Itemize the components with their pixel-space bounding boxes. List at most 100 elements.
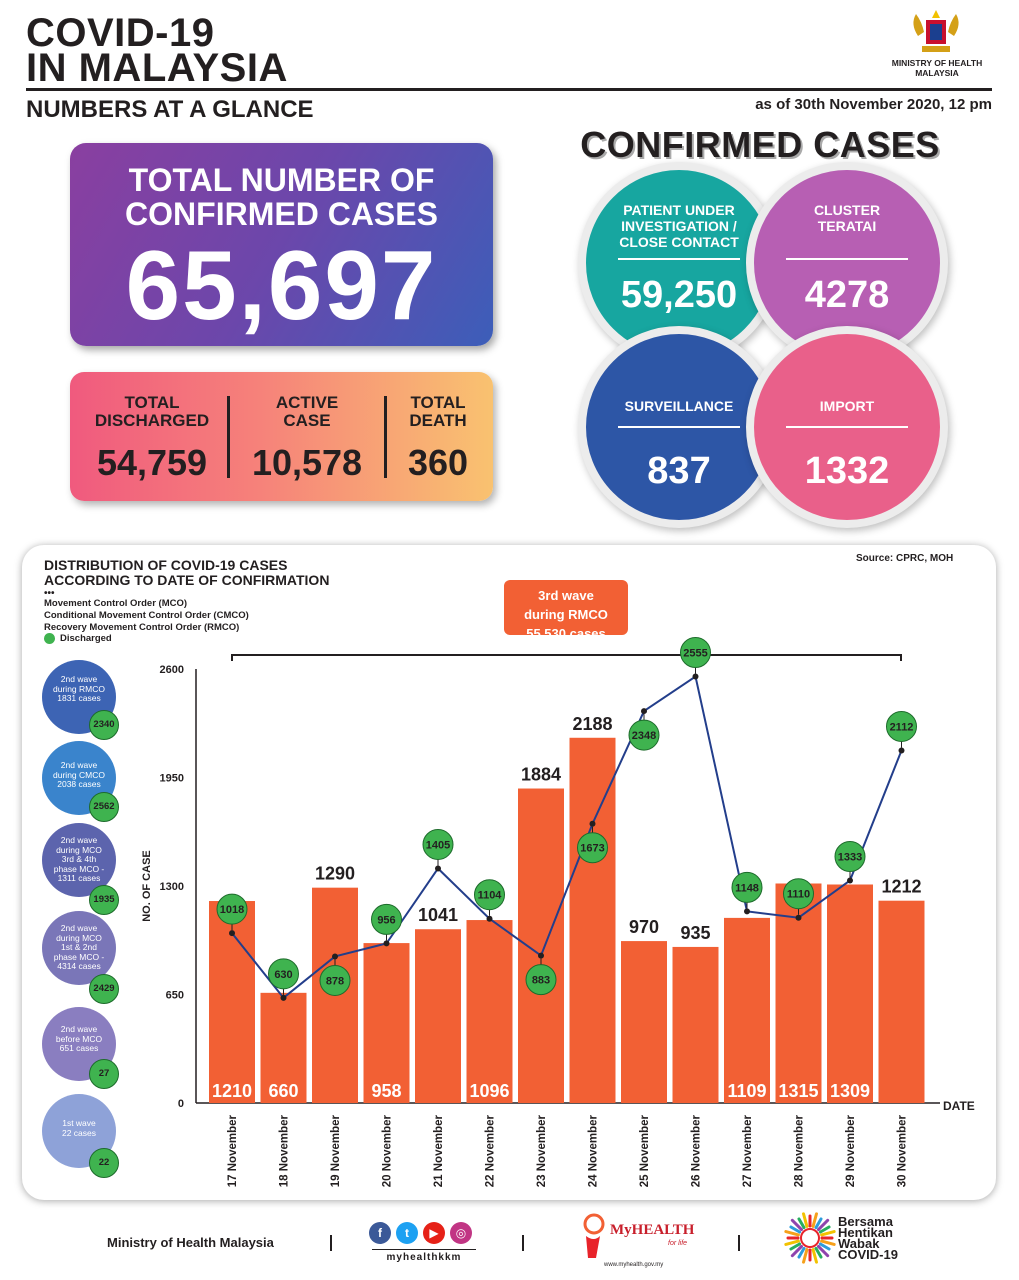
as-of-date: as of 30th November 2020, 12 pm	[755, 96, 992, 113]
discharged-marker	[886, 710, 917, 742]
x-tick-label: 21 November	[433, 1114, 445, 1187]
bar-value-label: 1041	[418, 905, 458, 925]
x-tick-label: 26 November	[691, 1114, 703, 1187]
sunburst-ray	[820, 1230, 836, 1237]
bubble-label-line2: TERATAI	[817, 218, 877, 234]
wave-circle-text: 2nd wave during RMCO 1831 cases	[46, 674, 112, 704]
wave-box-line1: 3rd wave	[538, 588, 594, 603]
discharged-line-group	[231, 674, 903, 1000]
bubble-label-line2: INVESTIGATION /	[621, 218, 737, 234]
sunburst-ray	[790, 1218, 804, 1232]
discharged-markers-group: 1018 630 878 956 1405 1104 883 1673 2348 2555 1148…	[216, 637, 917, 1001]
stat-discharged-label: TOTAL DISCHARGED	[78, 394, 226, 430]
twitter-icon[interactable]: t	[396, 1222, 418, 1244]
footer-divider	[330, 1235, 332, 1251]
discharged-point	[435, 865, 441, 872]
sunburst-ray	[811, 1248, 818, 1264]
stat-discharged-value: 54,759	[96, 442, 208, 483]
total-confirmed-card: TOTAL NUMBER OF CONFIRMED CASES 65,697	[70, 143, 493, 346]
bubble-label: PATIENT UNDER INVESTIGATION / CLOSE CONT…	[600, 202, 758, 250]
legend-cmco: Conditional Movement Control Order (CMCO…	[44, 610, 249, 621]
instagram-icon[interactable]: ◎	[450, 1222, 472, 1244]
wave-box-line2: during RMCO	[524, 607, 608, 622]
sunburst-ray	[802, 1248, 809, 1264]
sunburst-ray	[814, 1217, 823, 1230]
discharged-point	[486, 915, 493, 922]
bar	[827, 884, 873, 1103]
bar	[724, 917, 770, 1103]
chart-title-line2: ACCORDING TO DATE OF CONFIRMATION	[44, 572, 330, 588]
stat-divider	[227, 396, 230, 478]
sunburst-ray	[789, 1225, 802, 1234]
wave-line: 2nd wave	[60, 923, 98, 933]
bar	[621, 941, 667, 1103]
campaign-line4: COVID-19	[838, 1247, 898, 1262]
ministry-line2: MALAYSIA	[915, 68, 959, 78]
wave-line: phase MCO -	[53, 951, 105, 962]
bar-value-label: 1210	[212, 1081, 252, 1101]
wave-line: 1st wave	[62, 1118, 96, 1128]
ministry-line1: MINISTRY OF HEALTH	[891, 58, 983, 68]
total-confirmed-value: 65,697	[125, 230, 438, 340]
wave-line: 2nd wave	[60, 674, 98, 684]
sunburst-ray	[820, 1239, 836, 1246]
discharged-value-label: 956	[377, 914, 395, 926]
social-handle: myhealthkkm	[372, 1249, 476, 1263]
bar	[363, 943, 410, 1103]
bar	[415, 929, 461, 1103]
wave-line: 3rd & 4th	[61, 854, 97, 864]
discharged-marker	[422, 828, 454, 860]
stat-death-label: TOTAL DEATH	[388, 394, 488, 430]
x-tick-label: 28 November	[794, 1114, 806, 1187]
discharged-marker	[783, 878, 814, 910]
wave-discharged-badge: 2340	[89, 710, 119, 740]
wave-discharged-badge: 2562	[89, 792, 119, 822]
wave-discharged-badge: 1935	[89, 885, 119, 915]
discharged-marker	[731, 871, 763, 903]
chart-title-line1: DISTRIBUTION OF COVID-19 CASES	[44, 557, 288, 573]
bubble-value: 837	[647, 450, 711, 492]
legend-discharged: Discharged	[60, 633, 112, 644]
stat-label-line2: CASE	[283, 411, 331, 430]
campaign-sunburst-icon	[784, 1212, 836, 1264]
stat-divider	[384, 396, 387, 478]
bar-value-label: 1096	[469, 1081, 509, 1101]
bar-value-label: 958	[371, 1081, 401, 1101]
facebook-icon[interactable]: f	[369, 1222, 391, 1244]
sunburst-ray	[797, 1246, 806, 1259]
discharged-marker	[474, 879, 505, 911]
header-rule	[26, 88, 992, 91]
wave-line: during RMCO	[53, 683, 105, 694]
wave-circle-text: 1st wave 22 cases	[46, 1118, 112, 1138]
bar-value-label: 660	[268, 1081, 298, 1101]
stat-label-line2: DEATH	[409, 411, 467, 430]
campaign-line3: Wabak	[838, 1236, 880, 1251]
sunburst-ray	[811, 1212, 818, 1228]
bubble-divider	[618, 258, 740, 260]
wave-line: 651 cases	[59, 1043, 99, 1053]
sunburst-ray	[784, 1230, 800, 1237]
discharged-marker	[680, 637, 711, 669]
x-tick-label: 27 November	[742, 1114, 754, 1187]
youtube-icon[interactable]: ▶	[423, 1222, 445, 1244]
wave-line: during CMCO	[53, 769, 105, 780]
bubble-label: CLUSTER TERATAI	[768, 202, 926, 234]
footer-divider	[522, 1235, 524, 1251]
campaign-line1: Bersama	[838, 1214, 893, 1229]
discharged-value-label: 1405	[426, 839, 450, 851]
y-tick-label: 1300	[160, 881, 184, 893]
stat-label-line2: DISCHARGED	[94, 411, 210, 430]
discharged-marker	[319, 964, 351, 996]
discharged-marker	[525, 964, 557, 996]
sunburst-ray	[784, 1239, 800, 1246]
total-label-line2: CONFIRMED CASES	[125, 196, 438, 232]
discharged-marker	[628, 719, 660, 751]
discharged-value-label: 1333	[838, 851, 862, 863]
legend-rmco: Recovery Movement Control Order (RMCO)	[44, 622, 240, 633]
discharged-marker	[216, 893, 248, 925]
bar-value-label: 1290	[315, 864, 355, 884]
sunburst-ray	[814, 1246, 823, 1259]
third-wave-bracket	[231, 654, 902, 661]
wave-line: 1831 cases	[57, 693, 101, 703]
